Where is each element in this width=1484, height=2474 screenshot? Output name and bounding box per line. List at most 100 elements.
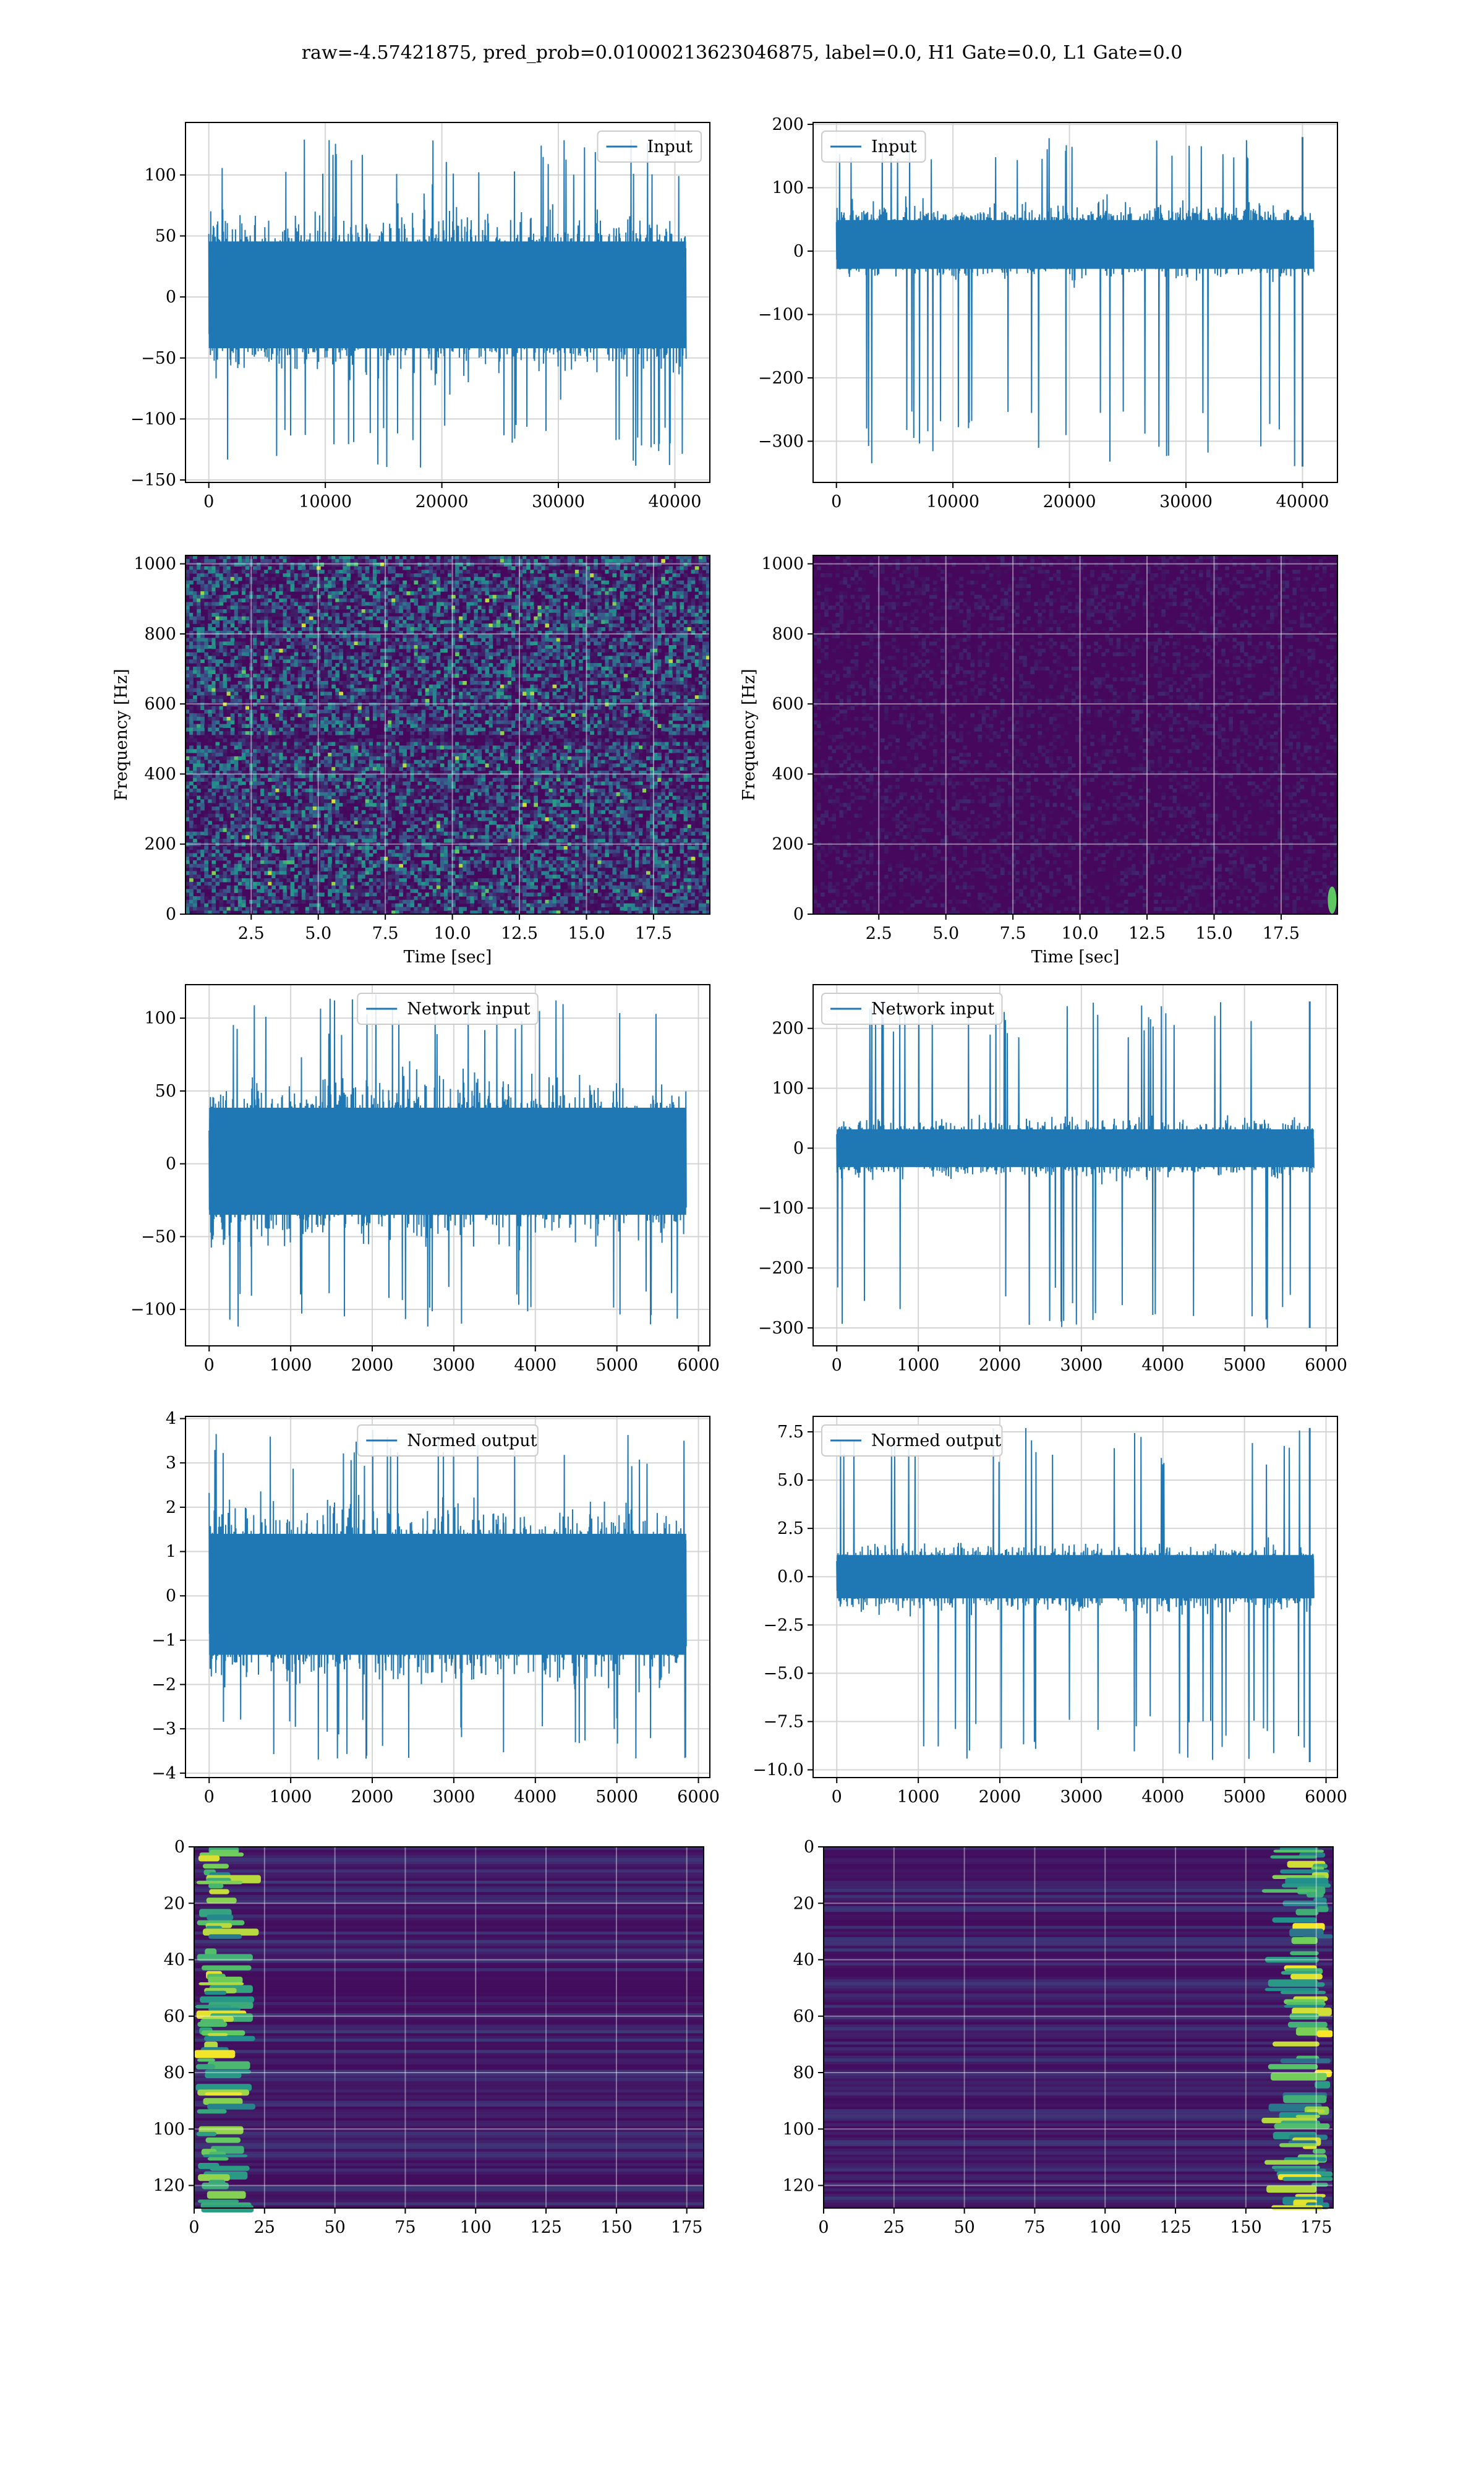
y-tick-label: 0 [166, 905, 176, 924]
x-tick-label: 0 [189, 2218, 199, 2237]
x-axis-label: Time [sec] [404, 948, 492, 967]
x-tick-label: 3000 [1060, 1787, 1103, 1807]
y-tick-label: 800 [144, 625, 176, 644]
x-tick-label: 15.0 [568, 924, 605, 943]
x-tick-label: 3000 [433, 1356, 475, 1375]
chart-network-input-l1: 0 1000 2000 3000 4000 5000 6000 −300 −200 −100 0 10… [758, 984, 1347, 1375]
x-tick-label: 0 [831, 492, 842, 511]
legend-label: Input [647, 137, 693, 156]
y-tick-label: −200 [758, 1259, 804, 1278]
y-tick-label: −100 [130, 1300, 176, 1319]
heatmap-rows [194, 1847, 704, 2209]
y-tick-label: 0 [166, 1155, 176, 1174]
y-tick-label: 40 [164, 1951, 185, 1970]
x-tick-label: 2.5 [866, 924, 892, 943]
x-tick-label: 1000 [897, 1787, 940, 1807]
y-tick-label: 100 [144, 166, 176, 185]
y-tick-label: 0 [793, 242, 804, 261]
legend-box [357, 1424, 539, 1457]
x-tick-label: 75 [394, 2218, 416, 2237]
y-tick-label: 80 [164, 2063, 185, 2082]
x-tick-label: 20000 [1043, 492, 1096, 511]
x-tick-label: 12.5 [1128, 924, 1166, 943]
y-tick-label: −100 [130, 409, 176, 429]
chart-normed-output-l1: 0 1000 2000 3000 4000 5000 6000 −10.0 −7.5 −5.0 −2… [753, 1416, 1347, 1807]
y-tick-label: 40 [793, 1951, 814, 1970]
x-tick-label: 2000 [351, 1356, 394, 1375]
x-tick-label: 1000 [270, 1787, 312, 1807]
y-tick-label: 60 [793, 2007, 814, 2026]
y-tick-label: 0.0 [777, 1567, 804, 1586]
y-tick-label: −4 [151, 1764, 176, 1783]
axes-frame [185, 122, 710, 483]
y-tick-label: 200 [772, 835, 804, 854]
series-core-band [837, 1555, 1314, 1599]
chart-feature-map-h1: 0 25 50 75 100 125 150 175 0 20 40 60 80 100 120 [153, 1838, 704, 2237]
chart-spectrogram-h1: 2.5 5.0 7.5 10.0 12.5 15.0 17.5 0 200 400 600 800 10… [112, 555, 710, 967]
y-tick-label: 100 [144, 1009, 176, 1028]
series-core-band [208, 241, 686, 348]
x-tick-label: 2000 [979, 1787, 1021, 1807]
heatmap-hotspot [1328, 886, 1337, 914]
x-tick-label: 10000 [299, 492, 352, 511]
axes-frame [185, 555, 710, 915]
x-tick-label: 5000 [1223, 1787, 1266, 1807]
series-core-band [836, 220, 1314, 269]
x-axis-label: Time [sec] [1031, 948, 1120, 967]
x-tick-label: 2000 [979, 1356, 1021, 1375]
x-tick-label: 175 [1300, 2218, 1333, 2237]
x-tick-label: 4000 [514, 1787, 556, 1807]
legend-box [821, 131, 926, 163]
x-tick-label: 6000 [1305, 1356, 1347, 1375]
y-tick-label: 200 [772, 115, 804, 134]
y-tick-label: 20 [164, 1894, 185, 1913]
y-tick-label: 100 [772, 179, 804, 198]
y-tick-label: 0 [166, 288, 176, 307]
x-tick-label: 0 [204, 1356, 215, 1375]
x-tick-label: 5.0 [932, 924, 959, 943]
y-tick-label: 100 [782, 2120, 814, 2139]
y-tick-label: 50 [155, 1082, 176, 1101]
x-tick-label: 4000 [1141, 1356, 1184, 1375]
y-tick-label: −150 [130, 471, 176, 490]
y-tick-label: 120 [153, 2177, 185, 2196]
y-tick-label: 0 [793, 1139, 804, 1158]
chart-normed-output-h1: 0 1000 2000 3000 4000 5000 6000 −4 −3 −2 −1 0 1 2 3 4 No… [151, 1410, 720, 1807]
y-tick-label: 0 [174, 1838, 185, 1857]
y-tick-label: 3 [166, 1453, 176, 1473]
x-tick-label: 0 [203, 492, 214, 511]
x-tick-label: 6000 [1305, 1787, 1347, 1807]
y-tick-label: 2.5 [777, 1519, 804, 1538]
y-tick-label: 0 [793, 905, 804, 924]
axes-frame [812, 1416, 1338, 1778]
heatmap-cells [813, 555, 1338, 915]
y-tick-label: −2 [151, 1676, 176, 1695]
x-tick-label: 0 [204, 1787, 215, 1807]
chart-spectrogram-l1: 2.5 5.0 7.5 10.0 12.5 15.0 17.5 0 200 400 600 800 10… [740, 555, 1338, 967]
y-tick-label: 50 [155, 226, 176, 246]
y-tick-label: 120 [782, 2177, 814, 2196]
y-tick-label: −3 [151, 1719, 176, 1739]
x-tick-label: 5000 [1223, 1356, 1266, 1375]
y-tick-label: 200 [772, 1019, 804, 1038]
x-tick-label: 40000 [649, 492, 702, 511]
y-tick-label: 60 [164, 2007, 185, 2026]
axes-frame [812, 984, 1338, 1346]
y-tick-label: 0 [166, 1586, 176, 1606]
x-tick-label: 30000 [532, 492, 585, 511]
y-tick-label: −5.0 [763, 1664, 804, 1683]
y-tick-label: 600 [144, 695, 176, 714]
y-tick-label: 80 [793, 2063, 814, 2082]
y-tick-label: −50 [141, 349, 176, 368]
x-tick-label: 30000 [1159, 492, 1213, 511]
y-tick-label: 1000 [761, 555, 804, 574]
y-tick-label: 600 [772, 695, 804, 714]
legend-label: Normed output [871, 1431, 1001, 1450]
x-tick-label: 150 [1230, 2218, 1262, 2237]
axes-frame [194, 1846, 704, 2209]
y-tick-label: 400 [772, 764, 804, 784]
axes-frame [185, 1416, 710, 1778]
x-tick-label: 100 [1089, 2218, 1121, 2237]
y-tick-label: −300 [758, 432, 804, 451]
x-tick-label: 1000 [270, 1356, 312, 1375]
